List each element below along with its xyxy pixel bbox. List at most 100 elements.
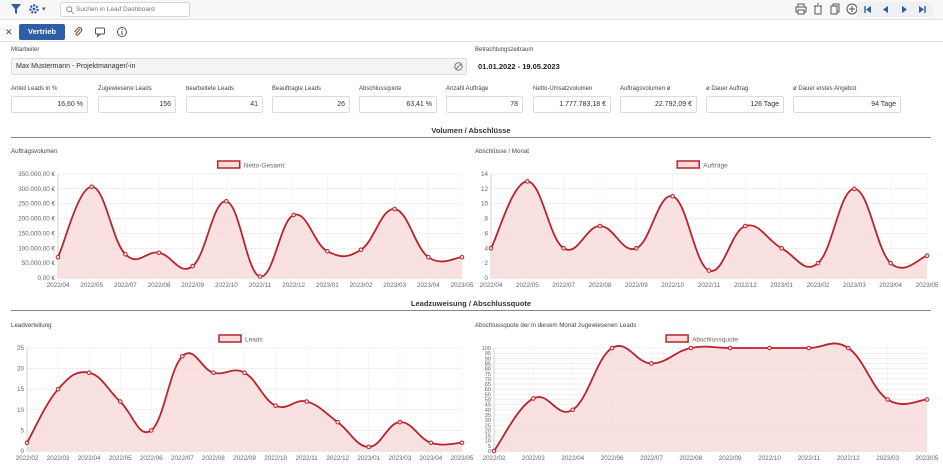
data-point[interactable]	[190, 263, 195, 269]
data-point[interactable]	[609, 345, 615, 351]
data-point[interactable]	[211, 370, 216, 376]
y-tick-label: 30	[485, 418, 491, 424]
data-point[interactable]	[924, 397, 930, 402]
data-point[interactable]	[397, 419, 403, 425]
data-point[interactable]	[148, 428, 154, 433]
data-point[interactable]	[224, 199, 229, 204]
data-point[interactable]	[156, 250, 162, 256]
y-tick-label: 250.000,00 €	[18, 201, 55, 208]
clear-field-icon[interactable]	[454, 62, 463, 73]
y-tick-label: 40	[485, 408, 491, 414]
filter-icon[interactable]	[10, 3, 22, 15]
data-point[interactable]	[888, 260, 893, 266]
print-icon[interactable]	[795, 3, 807, 15]
data-point[interactable]	[291, 212, 296, 218]
data-point[interactable]	[459, 440, 465, 446]
next-record-icon[interactable]	[896, 3, 912, 16]
series-area	[491, 181, 927, 278]
data-point[interactable]	[885, 397, 890, 402]
legend-label[interactable]: Aufträge	[703, 163, 728, 170]
legend-swatch[interactable]	[216, 160, 241, 169]
y-tick-label: 15	[17, 386, 25, 393]
first-record-icon[interactable]	[860, 3, 876, 16]
data-point[interactable]	[304, 399, 309, 404]
chevron-down-icon[interactable]: ▾	[42, 6, 46, 13]
attachment-icon[interactable]	[72, 26, 84, 38]
data-point[interactable]	[649, 361, 654, 366]
data-point[interactable]	[670, 193, 675, 199]
data-point[interactable]	[428, 440, 434, 446]
data-point[interactable]	[597, 223, 603, 229]
data-point[interactable]	[767, 345, 772, 351]
tab-row: ✕ Vertrieb	[0, 22, 943, 42]
data-point[interactable]	[561, 245, 566, 251]
x-tick-label: 2022/08	[202, 455, 225, 462]
y-tick-label: 2	[484, 260, 488, 267]
data-point[interactable]	[727, 345, 733, 351]
section-title-leadzuweisung: Leadzuweisung / Abschlussquote	[410, 299, 532, 308]
data-point[interactable]	[491, 448, 497, 454]
search-icon	[66, 6, 74, 14]
gear-icon[interactable]	[28, 3, 40, 15]
data-point[interactable]	[924, 253, 930, 259]
data-point[interactable]	[426, 254, 431, 260]
tab-vertrieb[interactable]: Vertrieb	[19, 24, 65, 40]
data-point[interactable]	[634, 245, 639, 251]
previous-record-icon[interactable]	[878, 3, 894, 16]
data-point[interactable]	[335, 419, 341, 425]
data-point[interactable]	[55, 254, 61, 260]
x-tick-label: 2022/10	[758, 455, 781, 462]
chart-abschlussquote: Abschlussquote 05101520253035404550556065…	[482, 334, 939, 462]
info-icon[interactable]	[116, 26, 128, 38]
chart-auftragsvolumen: Netto-Gesamt: 0,00 € 50.000,00 € 100.000,00…	[18, 160, 474, 289]
y-tick-label: 25	[17, 345, 25, 352]
x-tick-label: 2023/03	[843, 282, 866, 289]
data-point[interactable]	[525, 179, 530, 184]
data-point[interactable]	[845, 345, 851, 351]
data-point[interactable]	[806, 345, 812, 351]
data-point[interactable]	[488, 245, 494, 251]
legend-label[interactable]: Abschlussquote	[692, 337, 738, 344]
zeitraum-value: 01.01.2022 - 19.05.2023	[478, 62, 560, 71]
last-record-icon[interactable]	[914, 3, 930, 16]
legend-swatch[interactable]	[676, 160, 700, 169]
data-point[interactable]	[852, 186, 857, 192]
data-point[interactable]	[358, 247, 364, 253]
data-point[interactable]	[325, 248, 330, 254]
legend-label[interactable]: Netto-Gesamt:	[244, 163, 286, 170]
data-point[interactable]	[273, 403, 278, 408]
copy-icon[interactable]	[829, 3, 841, 15]
search-box[interactable]	[60, 2, 190, 17]
data-point[interactable]	[117, 399, 123, 404]
data-point[interactable]	[366, 444, 372, 450]
data-point[interactable]	[392, 206, 397, 212]
data-point[interactable]	[531, 396, 536, 401]
y-tick-label: 10	[485, 439, 491, 445]
data-point[interactable]	[55, 386, 61, 392]
x-tick-label: 2023/05	[916, 455, 939, 462]
legend-swatch[interactable]	[665, 334, 689, 343]
comment-icon[interactable]	[94, 26, 106, 38]
delete-icon[interactable]	[812, 3, 824, 15]
data-point[interactable]	[123, 251, 128, 257]
data-point[interactable]	[706, 268, 712, 273]
legend-swatch[interactable]	[218, 334, 242, 343]
data-point[interactable]	[688, 345, 694, 351]
data-point[interactable]	[570, 407, 576, 413]
x-tick-label: 2022/02	[483, 455, 506, 462]
data-point[interactable]	[242, 370, 247, 376]
mitarbeiter-field[interactable]: Max Mustermann - Projektmanager/-in	[11, 58, 467, 75]
data-point[interactable]	[815, 260, 821, 266]
data-point[interactable]	[257, 274, 263, 279]
x-tick-label: 2023/02	[807, 282, 830, 289]
search-input[interactable]	[76, 4, 186, 15]
data-point[interactable]	[86, 370, 92, 376]
data-point[interactable]	[779, 245, 784, 251]
data-point[interactable]	[89, 184, 94, 190]
data-point[interactable]	[180, 353, 185, 359]
close-icon[interactable]: ✕	[5, 27, 13, 37]
data-point[interactable]	[459, 254, 465, 260]
legend-label[interactable]: Leads	[245, 337, 263, 344]
data-point[interactable]	[24, 440, 30, 446]
data-point[interactable]	[743, 223, 748, 229]
